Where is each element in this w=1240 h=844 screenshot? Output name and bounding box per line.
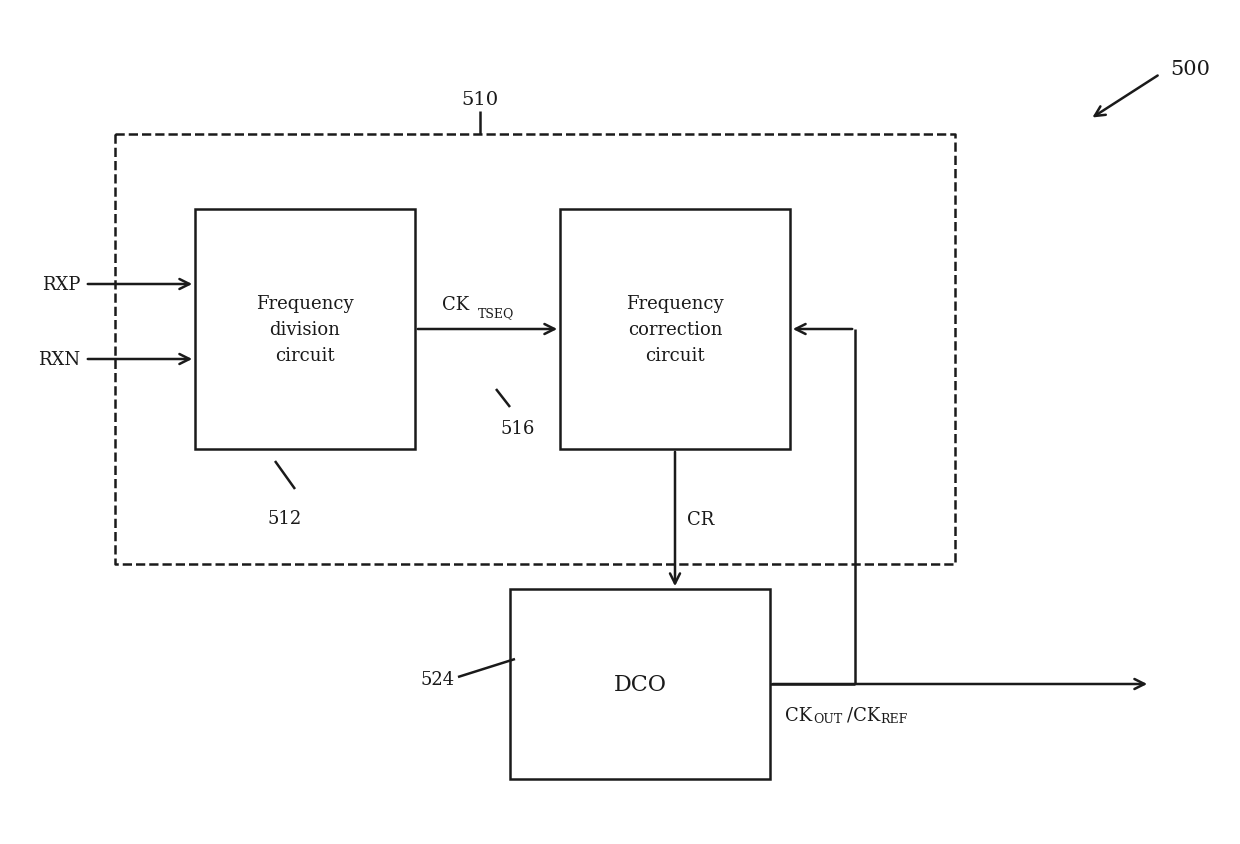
Text: RXP: RXP	[42, 276, 81, 294]
Text: CK: CK	[785, 706, 812, 724]
Text: OUT: OUT	[813, 712, 842, 725]
Text: /CK: /CK	[847, 706, 880, 724]
Text: 500: 500	[1171, 60, 1210, 78]
Text: 524: 524	[420, 670, 455, 688]
Text: 516: 516	[500, 419, 534, 437]
Bar	[510, 589, 770, 779]
Text: CR: CR	[687, 511, 714, 528]
Text: Frequency
division
circuit: Frequency division circuit	[257, 295, 353, 365]
Bar	[560, 210, 790, 450]
Text: DCO: DCO	[614, 674, 667, 695]
Text: RXN: RXN	[38, 350, 81, 369]
Text: 512: 512	[268, 510, 303, 528]
Text: Frequency
correction
circuit: Frequency correction circuit	[626, 295, 724, 365]
Bar	[195, 210, 415, 450]
Text: REF: REF	[880, 712, 908, 725]
Text: TSEQ: TSEQ	[477, 306, 513, 320]
Text: 510: 510	[461, 91, 498, 109]
Text: CK: CK	[443, 295, 470, 314]
